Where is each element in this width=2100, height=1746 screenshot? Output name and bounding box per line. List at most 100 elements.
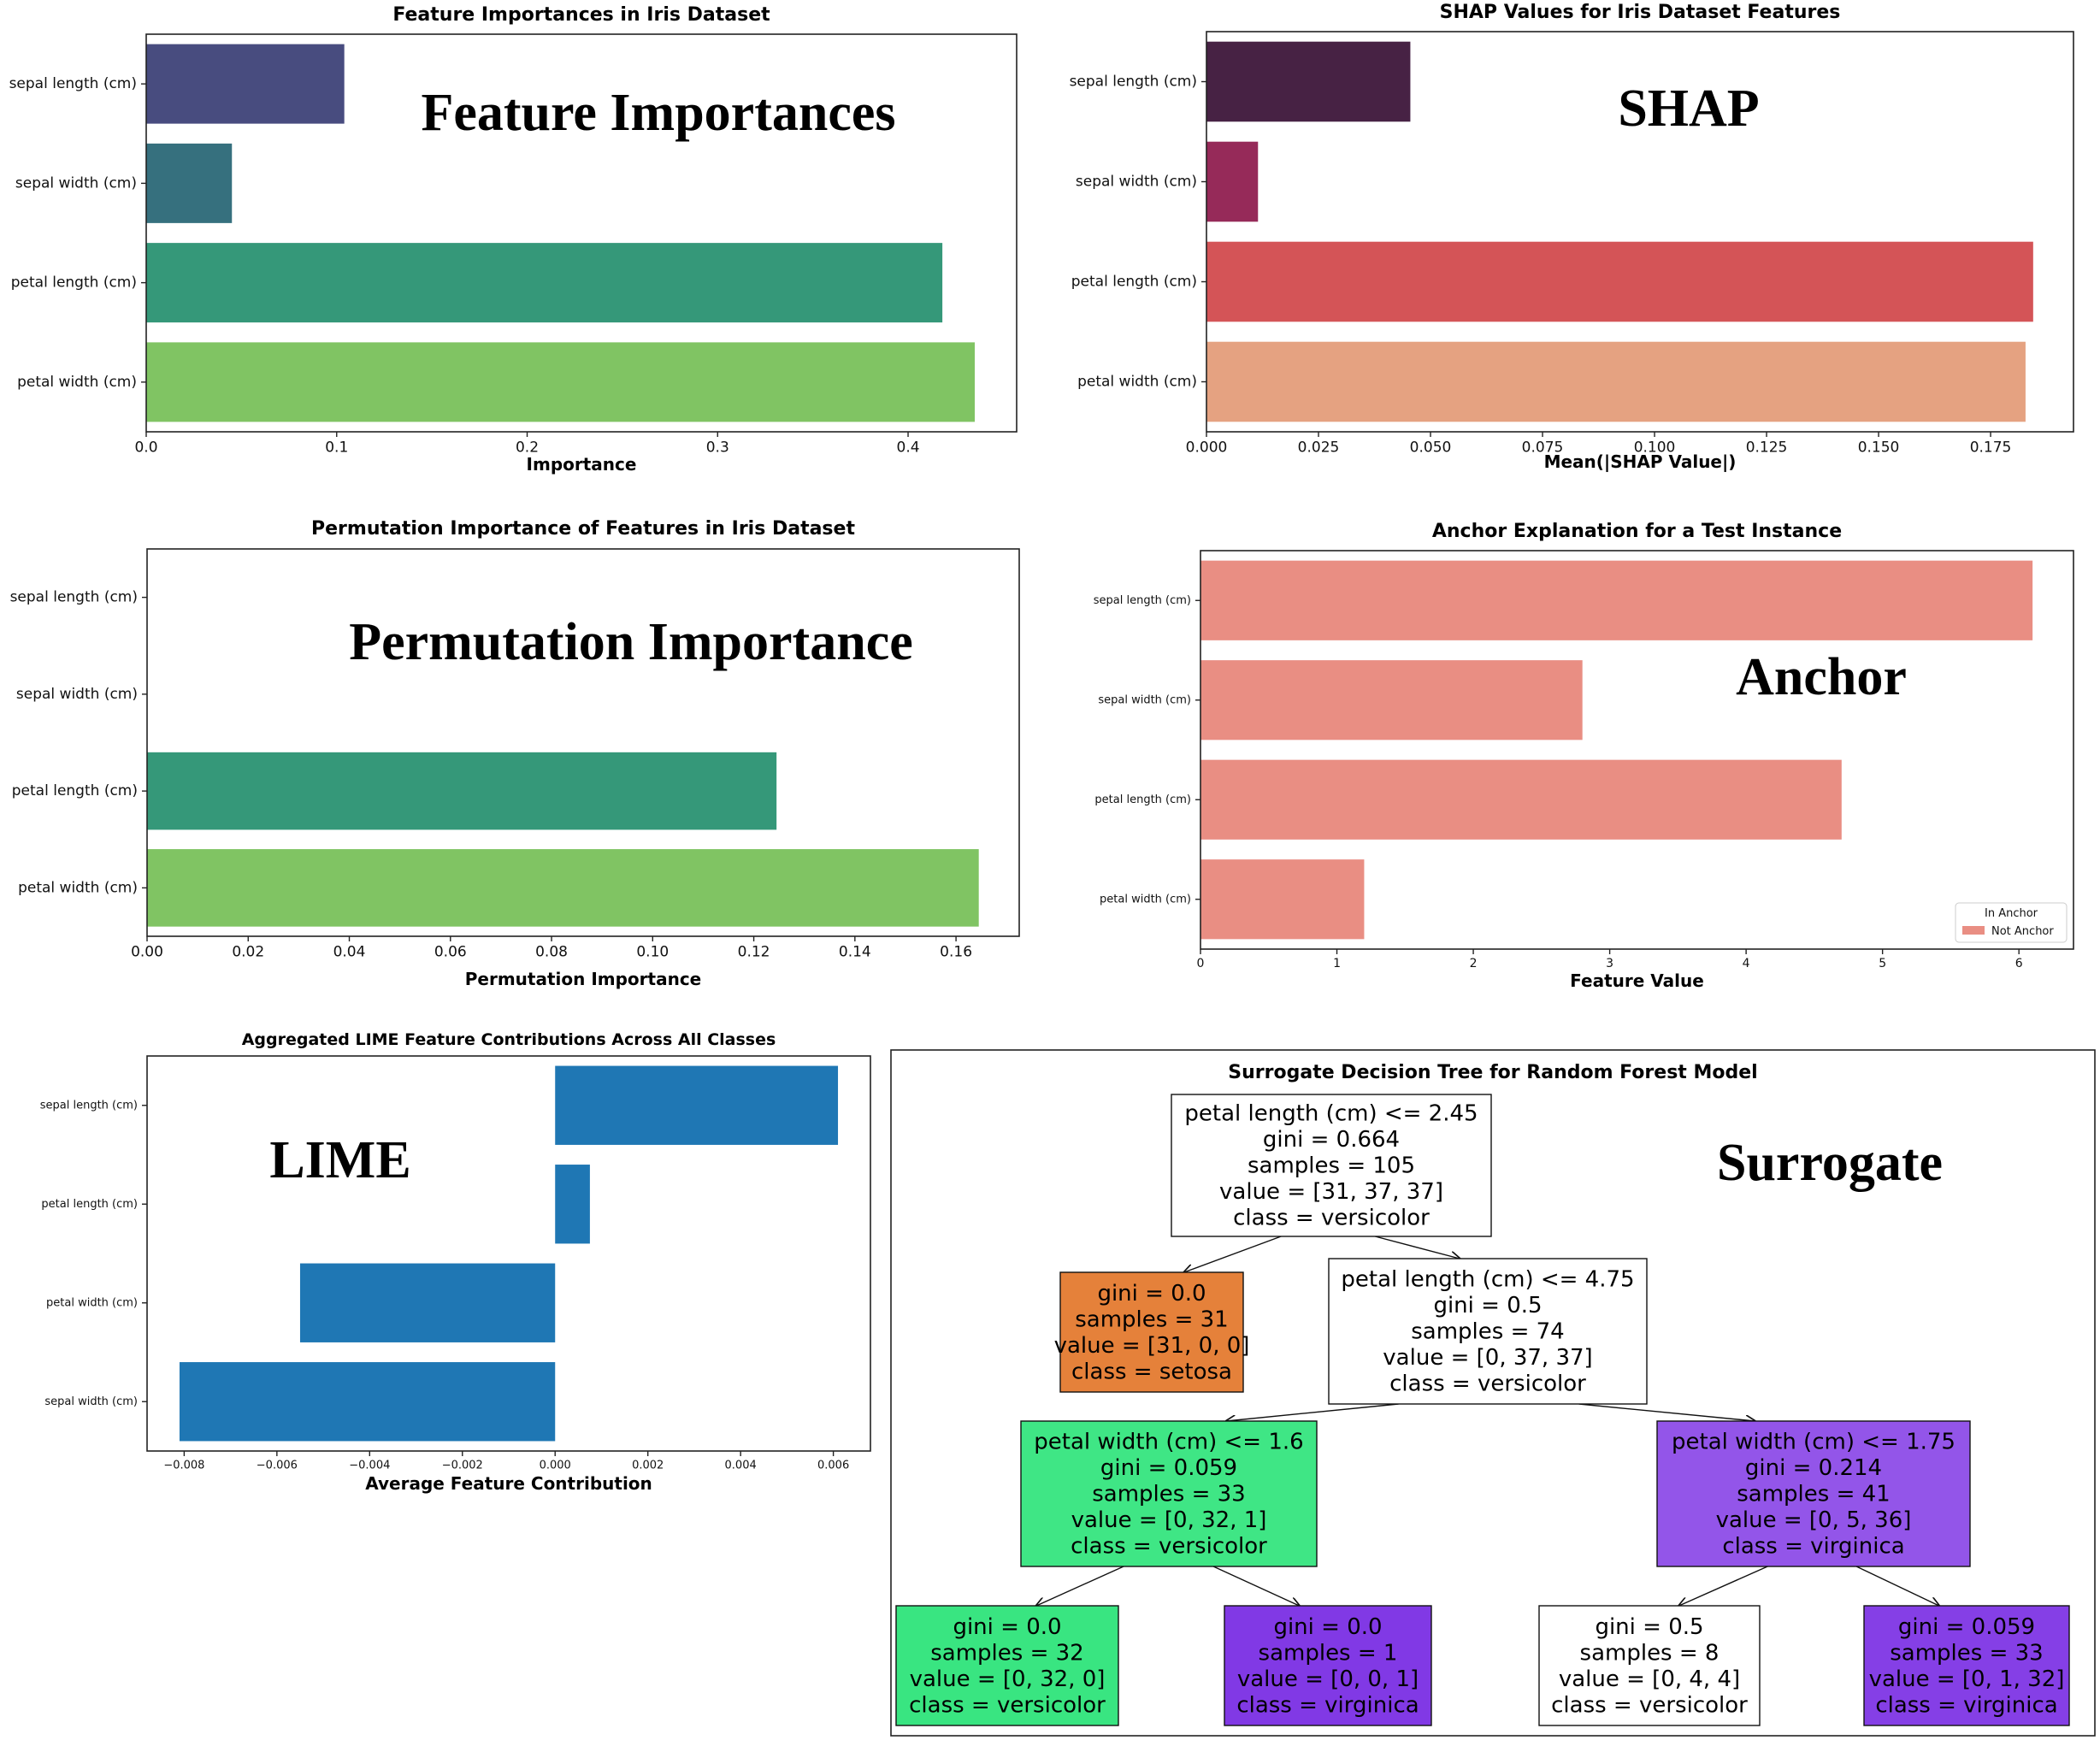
chart-title: Permutation Importance of Features in Ir…: [311, 518, 855, 540]
tree-node-line: gini = 0.5: [1433, 1293, 1542, 1318]
tree-node-line: samples = 41: [1737, 1482, 1890, 1507]
chart-title: Anchor Explanation for a Test Instance: [1432, 521, 1842, 542]
overlay-label: Permutation Importance: [349, 613, 912, 671]
anchor-explanation-chart: sepal length (cm) sepal width (cm) petal l…: [1094, 521, 2074, 991]
x-tick-label: 0.0: [134, 439, 157, 457]
tree-node-box: [1171, 1094, 1492, 1237]
bar-sepal-length-cm: [1200, 560, 2033, 640]
x-tick-label: 0.075: [1522, 439, 1564, 457]
bar-sepal-length-cm: [555, 1065, 839, 1145]
tree-node-line: class = versicolor: [1389, 1371, 1586, 1397]
tree-node-line: petal width (cm) <= 1.6: [1034, 1430, 1303, 1455]
y-tick-label: petal length (cm): [41, 1198, 138, 1211]
tree-node-line: value = [0, 32, 1]: [1071, 1507, 1267, 1533]
tree-node-line: gini = 0.0: [1273, 1614, 1382, 1640]
bar-petal-length-cm: [146, 243, 943, 323]
tree-node-line: samples = 32: [930, 1640, 1083, 1666]
bar-petal-width-cm: [1206, 341, 2026, 422]
x-tick-label: 0.006: [817, 1459, 849, 1472]
tree-node-line: value = [0, 32, 0]: [910, 1666, 1106, 1692]
tree-node-line: samples = 8: [1580, 1640, 1720, 1666]
tree-node-line: class = virginica: [1722, 1534, 1904, 1560]
plot-frame: [145, 33, 1018, 433]
y-tick-label: sepal length (cm): [1094, 594, 1191, 607]
tree-edge: [1184, 1236, 1282, 1272]
x-tick-label: 0.02: [232, 944, 264, 961]
x-tick-label: 0.004: [725, 1459, 757, 1472]
overlay-label: Surrogate: [1717, 1134, 1943, 1192]
tree-node-line: samples = 105: [1248, 1153, 1415, 1179]
tree-node-line: class = virginica: [1875, 1692, 2057, 1718]
y-tick-label: sepal width (cm): [15, 174, 137, 192]
y-tick-label: sepal width (cm): [44, 1395, 138, 1408]
bar-sepal-length-cm: [1206, 41, 1411, 122]
legend-title: In Anchor: [1985, 907, 2038, 920]
tree-node-line: value = [0, 4, 4]: [1559, 1666, 1740, 1692]
overlay-label: Feature Importances: [421, 84, 895, 142]
y-tick-label: petal width (cm): [17, 374, 137, 391]
x-tick-label: 0.125: [1746, 439, 1788, 457]
x-tick-label: 0.000: [540, 1459, 571, 1472]
bar-sepal-length-cm: [146, 44, 345, 124]
x-tick-label: 0.150: [1858, 439, 1900, 457]
x-tick-label: −0.004: [349, 1459, 390, 1472]
tree-node-line: value = [31, 37, 37]: [1219, 1179, 1443, 1205]
tree-node-line: petal length (cm) <= 4.75: [1341, 1267, 1634, 1293]
tree-edge: [1679, 1566, 1768, 1606]
x-tick-label: 0: [1197, 957, 1205, 970]
tree-node-line: gini = 0.5: [1595, 1614, 1703, 1640]
x-tick-label: 0.16: [940, 944, 972, 961]
x-tick-label: 0.175: [1970, 439, 2012, 457]
tree-node-line: gini = 0.059: [1898, 1614, 2035, 1640]
x-tick-label: 0.06: [434, 944, 467, 961]
bar-petal-width-cm: [299, 1263, 556, 1342]
x-tick-label: 0.10: [636, 944, 669, 961]
tree-node-box: [1328, 1258, 1648, 1405]
x-tick-label: 0.00: [131, 944, 163, 961]
tree-node-line: class = setosa: [1071, 1359, 1232, 1384]
x-tick-label: 2: [1470, 957, 1478, 970]
x-axis-label: Average Feature Contribution: [365, 1473, 652, 1494]
tree-node-line: class = versicolor: [1071, 1534, 1267, 1560]
bar-petal-width-cm: [146, 342, 975, 422]
x-axis-label: Mean(|SHAP Value|): [1544, 451, 1737, 472]
bar-petal-width-cm: [147, 849, 979, 927]
y-tick-label: petal length (cm): [12, 782, 138, 799]
x-tick-label: 4: [1743, 957, 1750, 970]
shap-values-chart: sepal length (cm) sepal width (cm) petal l…: [1070, 2, 2074, 472]
tree-edge: [1578, 1403, 1755, 1421]
bar-sepal-width-cm: [179, 1362, 556, 1442]
y-tick-label: petal width (cm): [1077, 374, 1197, 391]
tree-node-line: samples = 33: [1092, 1482, 1245, 1507]
x-axis-label: Permutation Importance: [465, 969, 702, 989]
bar-sepal-width-cm: [1206, 141, 1259, 222]
plot-frame: [1200, 550, 2074, 950]
legend-swatch: [1962, 926, 1985, 935]
y-tick-label: petal length (cm): [1094, 793, 1191, 806]
x-tick-label: 0.04: [333, 944, 366, 961]
feature-importances-chart: sepal length (cm) sepal width (cm) petal l…: [9, 4, 1018, 475]
x-tick-label: 0.3: [706, 439, 729, 457]
tree-node-line: gini = 0.0: [1097, 1281, 1206, 1307]
tree-node-line: value = [0, 37, 37]: [1383, 1345, 1592, 1371]
tree-node-line: class = versicolor: [1233, 1206, 1430, 1231]
lime-contributions-chart: sepal length (cm) petal length (cm) petal …: [40, 1030, 871, 1494]
bar-petal-length-cm: [1200, 759, 1842, 840]
legend-entry: Not Anchor: [1991, 925, 2054, 938]
tree-node-box: [1538, 1605, 1761, 1726]
tree-edge: [1212, 1566, 1299, 1606]
y-tick-label: sepal length (cm): [9, 75, 137, 92]
bar-sepal-width-cm: [1200, 660, 1583, 740]
overlay-label: SHAP: [1618, 80, 1759, 138]
tree-node-box: [1224, 1605, 1432, 1726]
overlay-label: LIME: [269, 1131, 410, 1189]
x-tick-label: 0.000: [1186, 439, 1228, 457]
tree-node-line: value = [31, 0, 0]: [1054, 1333, 1250, 1359]
bar-petal-width-cm: [1200, 859, 1365, 940]
tree-node-line: petal length (cm) <= 2.45: [1184, 1101, 1478, 1127]
tree-node-box: [895, 1605, 1119, 1726]
